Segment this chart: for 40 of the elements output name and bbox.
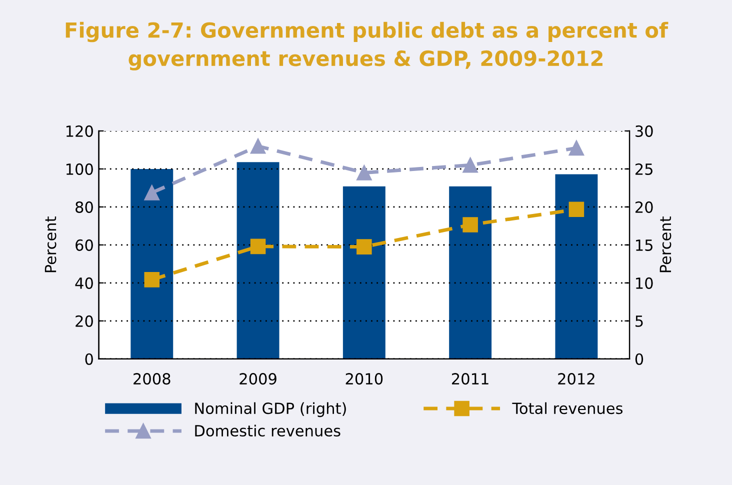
- bar: [449, 186, 492, 359]
- x-tick-label: 2012: [558, 373, 594, 385]
- y-axis-title: Percent: [44, 216, 56, 272]
- point: [462, 158, 478, 173]
- point: [462, 217, 478, 232]
- x-tick-label: 2010: [346, 373, 383, 385]
- bar: [130, 168, 174, 359]
- y-tick-label: 0: [85, 353, 93, 365]
- y-tick-label: 80: [76, 201, 93, 213]
- bar: [342, 186, 386, 359]
- point: [250, 238, 266, 254]
- y-tick-label: 100: [66, 163, 93, 175]
- y-tick-label: 60: [76, 239, 93, 251]
- y2-tick-label: 25: [636, 163, 652, 175]
- chart-title: Figure 2-7: Government public debt as a percent of government revenues & GDP, 2009-2012: [66, 22, 668, 70]
- y2-tick-label: 30: [636, 125, 653, 137]
- legend-label: Nominal GDP (right): [195, 402, 346, 418]
- bar: [555, 174, 598, 359]
- legend-label: Domestic revenues: [195, 424, 340, 437]
- x-tick-label: 2011: [452, 373, 488, 385]
- y2-axis-title: Percent: [660, 216, 672, 272]
- point: [144, 185, 160, 200]
- y-tick-label: 40: [75, 277, 93, 289]
- x-tick-label: 2009: [240, 373, 276, 385]
- y2-tick-label: 10: [636, 277, 653, 289]
- point: [144, 272, 160, 288]
- y2-tick-label: 15: [636, 240, 652, 251]
- bar: [236, 162, 280, 359]
- point: [568, 202, 584, 218]
- y2-tick-label: 0: [635, 353, 644, 365]
- legend-label: Total revenues: [512, 402, 623, 414]
- point: [250, 138, 266, 154]
- x-tick-label: 2008: [134, 373, 170, 385]
- y2-tick-label: 5: [636, 316, 643, 327]
- point: [568, 140, 584, 156]
- y-tick-label: 120: [66, 125, 93, 137]
- point: [356, 239, 372, 254]
- y2-tick-label: 20: [636, 201, 653, 213]
- y-tick-label: 20: [76, 315, 93, 327]
- point: [356, 165, 372, 180]
